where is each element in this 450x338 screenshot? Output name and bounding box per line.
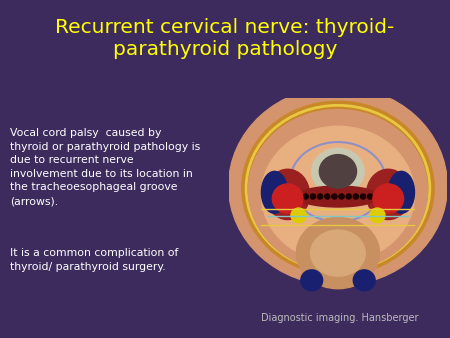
- Circle shape: [291, 208, 306, 223]
- Ellipse shape: [320, 154, 356, 188]
- Ellipse shape: [310, 230, 365, 276]
- Circle shape: [332, 194, 337, 199]
- Circle shape: [301, 270, 323, 291]
- Circle shape: [324, 194, 330, 199]
- Text: It is a common complication of
thyroid/ parathyroid surgery.: It is a common complication of thyroid/ …: [10, 248, 178, 272]
- Ellipse shape: [312, 148, 364, 194]
- Ellipse shape: [266, 169, 310, 220]
- Circle shape: [310, 194, 315, 199]
- Circle shape: [369, 208, 385, 223]
- Circle shape: [375, 194, 380, 199]
- Circle shape: [373, 184, 404, 213]
- Ellipse shape: [242, 101, 434, 275]
- Circle shape: [272, 184, 303, 213]
- Circle shape: [317, 194, 323, 199]
- Ellipse shape: [297, 186, 379, 207]
- Circle shape: [353, 270, 375, 291]
- Text: Vocal cord palsy  caused by
thyroid or parathyroid pathology is
due to recurrent: Vocal cord palsy caused by thyroid or pa…: [10, 128, 200, 206]
- Text: Diagnostic imaging. Hansberger: Diagnostic imaging. Hansberger: [261, 313, 419, 323]
- Ellipse shape: [261, 171, 288, 213]
- Circle shape: [303, 194, 308, 199]
- Ellipse shape: [261, 126, 414, 263]
- Ellipse shape: [388, 171, 414, 213]
- Ellipse shape: [297, 217, 379, 289]
- Circle shape: [360, 194, 366, 199]
- Text: Recurrent cervical nerve: thyroid-
parathyroid pathology: Recurrent cervical nerve: thyroid- parat…: [55, 18, 395, 59]
- Circle shape: [368, 194, 373, 199]
- Ellipse shape: [248, 110, 428, 271]
- Ellipse shape: [229, 87, 447, 286]
- Circle shape: [353, 194, 359, 199]
- Circle shape: [346, 194, 351, 199]
- Ellipse shape: [366, 169, 410, 220]
- Circle shape: [296, 194, 301, 199]
- Circle shape: [339, 194, 344, 199]
